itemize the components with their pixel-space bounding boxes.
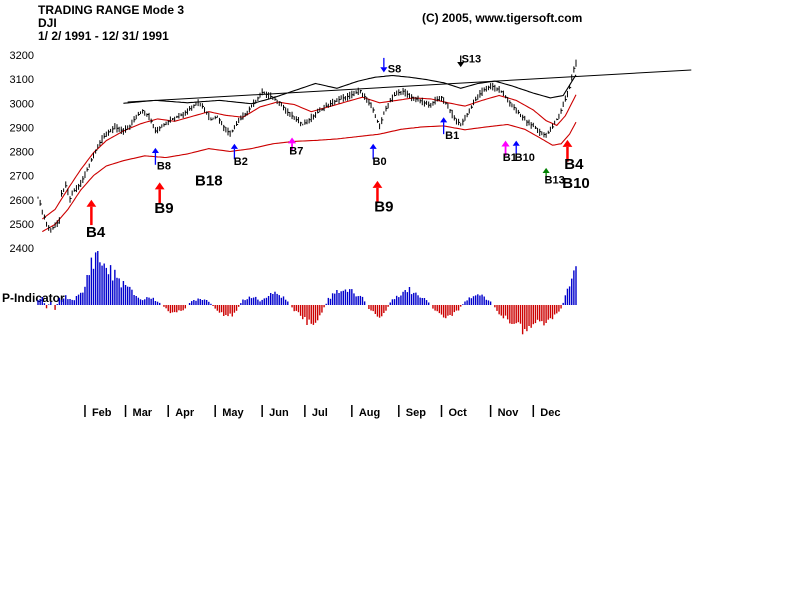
- signal-label-s13: S13: [462, 54, 482, 66]
- signal-label-b9: B9: [374, 198, 393, 215]
- month-label: Nov: [498, 407, 520, 419]
- month-label: May: [222, 407, 244, 419]
- month-label: Feb: [92, 407, 112, 419]
- month-label: Apr: [175, 407, 195, 419]
- signal-arrowhead-icon: [369, 143, 377, 149]
- p-indicator-label: P-Indicator: [2, 291, 65, 305]
- month-label: Jul: [312, 407, 328, 419]
- chart-date-range: 1/ 2/ 1991 - 12/ 31/ 1991: [38, 29, 169, 43]
- signal-label-b8: B8: [157, 161, 171, 173]
- signal-arrowhead-icon: [542, 167, 550, 173]
- y-axis-label: 3100: [10, 74, 34, 86]
- upper-band-line: [41, 94, 577, 220]
- signal-label-b9: B9: [154, 200, 173, 217]
- signal-label-b7: B7: [289, 145, 303, 157]
- lower-band-line: [42, 121, 577, 233]
- y-axis-label: 2400: [10, 243, 34, 255]
- chart-title: TRADING RANGE Mode 3: [38, 3, 185, 17]
- y-axis-label: 2800: [10, 147, 34, 159]
- signal-label-s8: S8: [388, 63, 401, 75]
- signal-label-b4: B4: [564, 156, 584, 173]
- signal-arrowhead-icon: [86, 199, 97, 207]
- signal-label-b13: B13: [545, 174, 565, 186]
- y-axis-label: 2900: [10, 122, 34, 134]
- signal-arrowhead-icon: [440, 117, 448, 123]
- signal-arrowhead-icon: [154, 182, 165, 190]
- month-label: Aug: [359, 407, 380, 419]
- month-label: Dec: [540, 407, 560, 419]
- month-label: Mar: [133, 407, 153, 419]
- signal-arrowhead-icon: [287, 137, 297, 144]
- signal-arrowhead-icon: [457, 61, 465, 68]
- signal-arrowhead-icon: [372, 180, 383, 188]
- signal-arrowhead-icon: [512, 140, 520, 146]
- y-axis-label: 3200: [10, 50, 34, 62]
- signal-label-b0: B0: [373, 156, 387, 168]
- chart-symbol: DJI: [38, 16, 57, 30]
- signal-label-b2: B2: [234, 156, 248, 168]
- signal-arrowhead-icon: [562, 139, 573, 147]
- signal-label-b1: B1: [445, 130, 459, 142]
- signal-arrowhead-icon: [380, 67, 388, 73]
- signal-label-b1: B1: [503, 152, 517, 164]
- y-axis-label: 3000: [10, 98, 34, 110]
- y-axis-label: 2500: [10, 219, 34, 231]
- month-label: Jun: [269, 407, 289, 419]
- signal-label-b10: B10: [515, 152, 535, 164]
- month-label: Oct: [449, 407, 468, 419]
- signal-label-b4: B4: [86, 224, 106, 241]
- signal-arrowhead-icon: [151, 147, 159, 153]
- signal-arrowhead-icon: [230, 143, 238, 149]
- signal-arrowhead-icon: [501, 140, 510, 147]
- month-label: Sep: [406, 407, 426, 419]
- trendline: [127, 69, 692, 103]
- signal-label-b10: B10: [562, 175, 590, 192]
- copyright-notice: (C) 2005, www.tigersoft.com: [422, 11, 583, 25]
- y-axis-label: 2600: [10, 195, 34, 207]
- y-axis-label: 2700: [10, 171, 34, 183]
- signal-label-b18: B18: [195, 172, 223, 189]
